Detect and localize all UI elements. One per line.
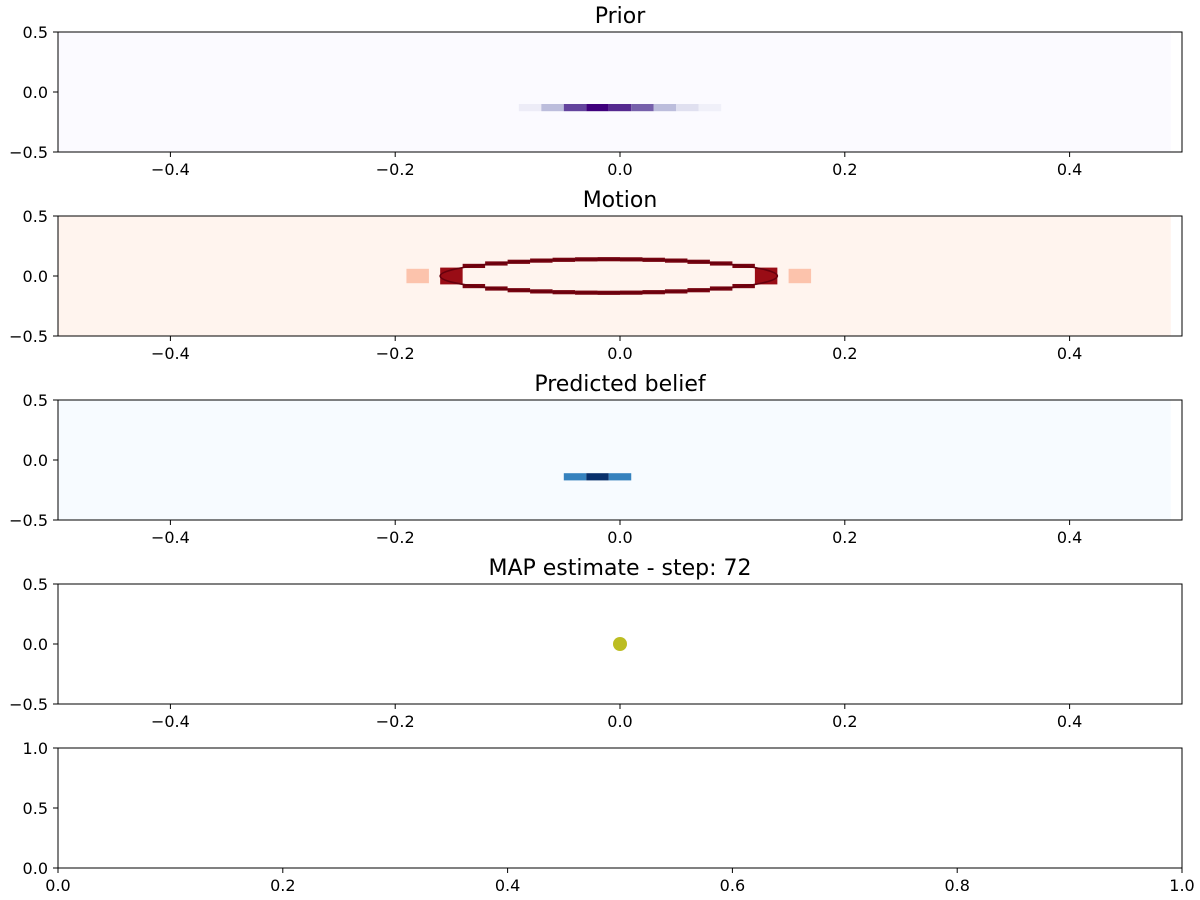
empty-plot-area: 0.0 0.2 0.4 0.6 0.8 1.0 1.0 0.5 0.0 [23, 739, 1195, 895]
prior-heatmap-cell [608, 104, 632, 112]
prior-heatmap-cell [586, 104, 609, 112]
empty-y-tick-label: 1.0 [23, 739, 48, 758]
predicted-belief-plot-area: −0.4 −0.2 0.0 0.2 0.4 0.5 0.0 −0.5 [9, 391, 1183, 547]
map-estimate-y-tick-label: −0.5 [9, 695, 48, 714]
map-estimate-y-tick-label: 0.5 [23, 575, 48, 594]
empty-x-tick-label: 0.8 [944, 876, 969, 895]
predicted-belief-panel: Predicted belief −0.4 −0.2 0.0 0.2 0.4 0.5 0.0… [9, 372, 1183, 547]
map-estimate-x-tick-label: 0.0 [607, 712, 632, 731]
empty-x-tick-label: 0.0 [45, 876, 70, 895]
predicted-belief-heatmap-background [58, 400, 1171, 520]
map-estimate-x-tick-label: 0.2 [832, 712, 857, 731]
prior-heatmap-cell [676, 104, 699, 112]
motion-y-tick-label: −0.5 [9, 327, 48, 346]
prior-heatmap-cell [563, 104, 587, 112]
prior-heatmap-cell [631, 104, 654, 112]
prior-y-tick-label: 0.0 [23, 83, 48, 102]
map-estimate-y-tick-label: 0.0 [23, 635, 48, 654]
map-estimate-title: MAP estimate - step: 72 [488, 556, 751, 581]
empty-x-tick-label: 0.2 [270, 876, 295, 895]
predicted-belief-heatmap-cell [563, 473, 587, 481]
empty-y-tick-label: 0.5 [23, 799, 48, 818]
predicted-belief-x-tick-label: −0.2 [376, 528, 415, 547]
map-estimate-panel: MAP estimate - step: 72 −0.4 −0.2 0.0 0.2 0.… [9, 556, 1183, 731]
motion-x-tick-label: −0.2 [376, 344, 415, 363]
motion-heatmap-cell [406, 268, 429, 284]
map-estimate-plot-area: −0.4 −0.2 0.0 0.2 0.4 0.5 0.0 −0.5 [9, 575, 1183, 731]
prior-heatmap-cell [518, 104, 542, 112]
prior-y-tick-label: −0.5 [9, 143, 48, 162]
empty-x-tick-label: 0.6 [720, 876, 745, 895]
predicted-belief-x-tick-label: 0.4 [1057, 528, 1082, 547]
prior-x-tick-label: 0.4 [1057, 160, 1082, 179]
motion-x-tick-label: 0.0 [607, 344, 632, 363]
map-estimate-x-tick-label: −0.4 [151, 712, 190, 731]
prior-y-tick-label: 0.5 [23, 23, 48, 42]
empty-panel: 0.0 0.2 0.4 0.6 0.8 1.0 1.0 0.5 0.0 [23, 739, 1195, 895]
empty-y-tick-label: 0.0 [23, 859, 48, 878]
map-estimate-x-tick-label: −0.2 [376, 712, 415, 731]
motion-heatmap-cell [788, 268, 812, 284]
prior-heatmap-cell [653, 104, 677, 112]
motion-x-tick-label: 0.2 [832, 344, 857, 363]
motion-title: Motion [583, 188, 658, 213]
prior-x-tick-label: 0.2 [832, 160, 857, 179]
motion-y-tick-label: 0.0 [23, 267, 48, 286]
motion-ellipse-outline [439, 258, 779, 294]
predicted-belief-y-tick-label: 0.0 [23, 451, 48, 470]
predicted-belief-x-tick-label: 0.2 [832, 528, 857, 547]
motion-x-tick-label: 0.4 [1057, 344, 1082, 363]
predicted-belief-y-tick-label: 0.5 [23, 391, 48, 410]
prior-heatmap-background [58, 32, 1171, 152]
predicted-belief-heatmap-cell [608, 473, 632, 481]
predicted-belief-y-tick-label: −0.5 [9, 511, 48, 530]
prior-panel: Prior −0.4 −0.2 0.0 0.2 0.4 0.5 0.0 −0.5 [9, 4, 1183, 179]
prior-plot-area: −0.4 −0.2 0.0 0.2 0.4 0.5 0.0 −0.5 [9, 23, 1183, 179]
prior-x-tick-label: −0.2 [376, 160, 415, 179]
predicted-belief-x-tick-label: 0.0 [607, 528, 632, 547]
prior-x-tick-label: −0.4 [151, 160, 190, 179]
map-estimate-point [613, 637, 627, 651]
prior-x-tick-label: 0.0 [607, 160, 632, 179]
prior-title: Prior [595, 4, 646, 29]
predicted-belief-x-tick-label: −0.4 [151, 528, 190, 547]
motion-y-tick-label: 0.5 [23, 207, 48, 226]
empty-x-tick-label: 1.0 [1169, 876, 1194, 895]
prior-heatmap-cell [541, 104, 564, 112]
predicted-belief-heatmap-cell [586, 473, 609, 481]
empty-x-tick-label: 0.4 [495, 876, 520, 895]
motion-plot-area: −0.4 −0.2 0.0 0.2 0.4 0.5 0.0 −0.5 [9, 207, 1183, 363]
map-estimate-x-tick-label: 0.4 [1057, 712, 1082, 731]
predicted-belief-title: Predicted belief [534, 372, 707, 397]
motion-x-tick-label: −0.4 [151, 344, 190, 363]
motion-heatmap-background [58, 216, 1171, 336]
motion-panel: Motion −0.4 −0.2 0.0 0.2 0.4 0.5 0.0 −0.5 [9, 188, 1183, 363]
prior-heatmap-cell [698, 104, 722, 112]
